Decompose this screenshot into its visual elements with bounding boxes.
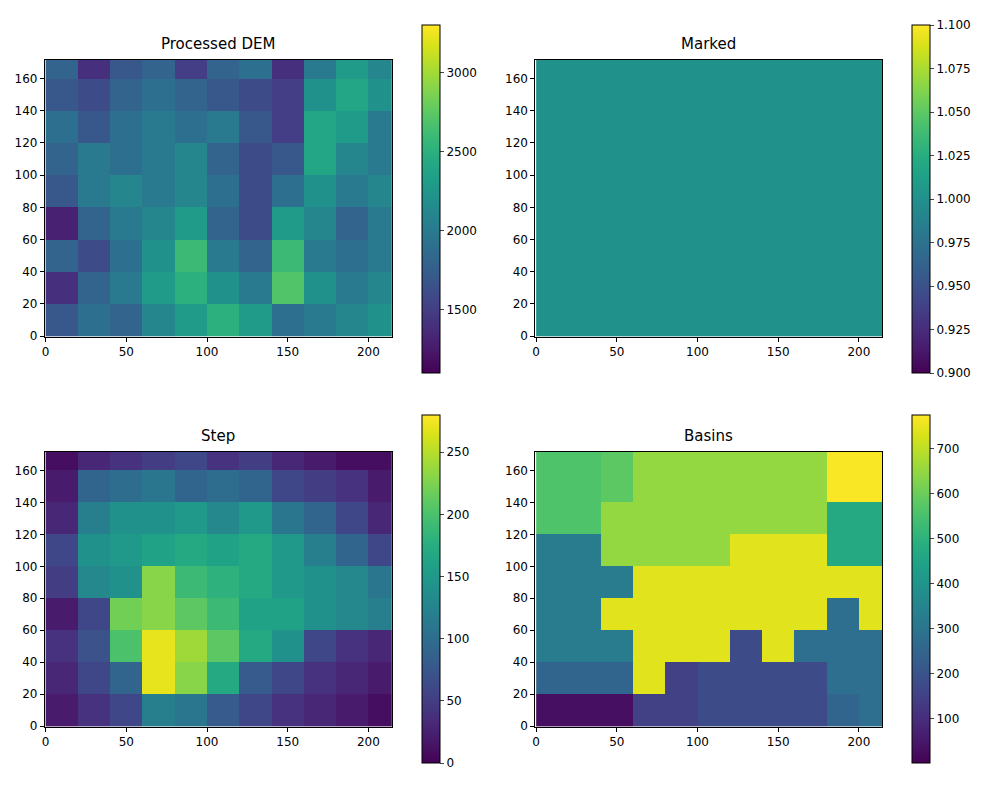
svg-text:Marked: Marked — [681, 35, 736, 53]
svg-text:60: 60 — [513, 233, 528, 247]
svg-text:20: 20 — [22, 297, 37, 311]
svg-text:0: 0 — [446, 756, 454, 770]
svg-text:1500: 1500 — [446, 303, 477, 317]
svg-text:200: 200 — [847, 735, 870, 749]
svg-text:200: 200 — [357, 735, 380, 749]
svg-text:40: 40 — [22, 265, 37, 279]
svg-text:0.925: 0.925 — [936, 323, 970, 337]
svg-text:0: 0 — [520, 329, 528, 343]
svg-text:20: 20 — [513, 297, 528, 311]
svg-text:60: 60 — [513, 623, 528, 637]
svg-text:0: 0 — [30, 329, 38, 343]
svg-text:160: 160 — [505, 464, 528, 478]
svg-text:50: 50 — [119, 345, 134, 359]
svg-text:100: 100 — [686, 735, 709, 749]
svg-text:50: 50 — [446, 694, 461, 708]
svg-text:80: 80 — [513, 201, 528, 215]
svg-text:40: 40 — [513, 655, 528, 669]
svg-text:Processed DEM: Processed DEM — [161, 35, 275, 53]
svg-text:0: 0 — [30, 719, 38, 733]
svg-text:200: 200 — [936, 667, 959, 681]
svg-text:40: 40 — [513, 265, 528, 279]
svg-text:0.975: 0.975 — [936, 236, 970, 250]
svg-text:100: 100 — [505, 560, 528, 574]
svg-text:120: 120 — [15, 136, 38, 150]
svg-text:80: 80 — [513, 591, 528, 605]
svg-text:50: 50 — [609, 735, 624, 749]
svg-text:50: 50 — [609, 345, 624, 359]
svg-text:120: 120 — [505, 136, 528, 150]
svg-text:1.025: 1.025 — [936, 149, 970, 163]
svg-text:150: 150 — [276, 735, 299, 749]
svg-text:400: 400 — [936, 577, 959, 591]
svg-text:20: 20 — [513, 687, 528, 701]
svg-text:140: 140 — [15, 104, 38, 118]
svg-text:150: 150 — [767, 735, 790, 749]
svg-text:0.950: 0.950 — [936, 279, 970, 293]
svg-text:100: 100 — [936, 712, 959, 726]
svg-text:1.075: 1.075 — [936, 62, 970, 76]
svg-text:Step: Step — [201, 427, 235, 445]
svg-text:2000: 2000 — [446, 224, 477, 238]
svg-text:0: 0 — [42, 345, 50, 359]
svg-text:100: 100 — [15, 560, 38, 574]
svg-text:0: 0 — [520, 719, 528, 733]
svg-text:80: 80 — [22, 201, 37, 215]
svg-text:3000: 3000 — [446, 66, 477, 80]
svg-text:300: 300 — [936, 622, 959, 636]
svg-text:100: 100 — [196, 735, 219, 749]
svg-text:1.050: 1.050 — [936, 105, 970, 119]
svg-text:100: 100 — [15, 168, 38, 182]
svg-text:100: 100 — [196, 345, 219, 359]
svg-text:0: 0 — [532, 735, 540, 749]
svg-text:160: 160 — [505, 72, 528, 86]
svg-text:0: 0 — [532, 345, 540, 359]
svg-text:Basins: Basins — [684, 427, 733, 445]
svg-text:100: 100 — [446, 632, 469, 646]
svg-text:160: 160 — [15, 464, 38, 478]
svg-text:140: 140 — [505, 104, 528, 118]
svg-text:140: 140 — [15, 496, 38, 510]
svg-text:80: 80 — [22, 591, 37, 605]
svg-text:120: 120 — [505, 528, 528, 542]
svg-text:500: 500 — [936, 532, 959, 546]
svg-text:60: 60 — [22, 623, 37, 637]
svg-text:250: 250 — [446, 445, 469, 459]
svg-text:1.100: 1.100 — [936, 18, 970, 32]
svg-text:100: 100 — [505, 168, 528, 182]
svg-text:700: 700 — [936, 442, 959, 456]
svg-text:150: 150 — [446, 570, 469, 584]
svg-text:60: 60 — [22, 233, 37, 247]
svg-text:40: 40 — [22, 655, 37, 669]
svg-text:1.000: 1.000 — [936, 192, 970, 206]
svg-text:150: 150 — [276, 345, 299, 359]
svg-text:100: 100 — [686, 345, 709, 359]
svg-text:0: 0 — [42, 735, 50, 749]
svg-text:200: 200 — [357, 345, 380, 359]
svg-text:600: 600 — [936, 487, 959, 501]
svg-text:50: 50 — [119, 735, 134, 749]
svg-text:0.900: 0.900 — [936, 366, 970, 380]
svg-text:150: 150 — [767, 345, 790, 359]
svg-text:20: 20 — [22, 687, 37, 701]
svg-text:200: 200 — [446, 508, 469, 522]
svg-text:140: 140 — [505, 496, 528, 510]
svg-text:2500: 2500 — [446, 145, 477, 159]
svg-text:120: 120 — [15, 528, 38, 542]
svg-text:200: 200 — [847, 345, 870, 359]
svg-text:160: 160 — [15, 72, 38, 86]
